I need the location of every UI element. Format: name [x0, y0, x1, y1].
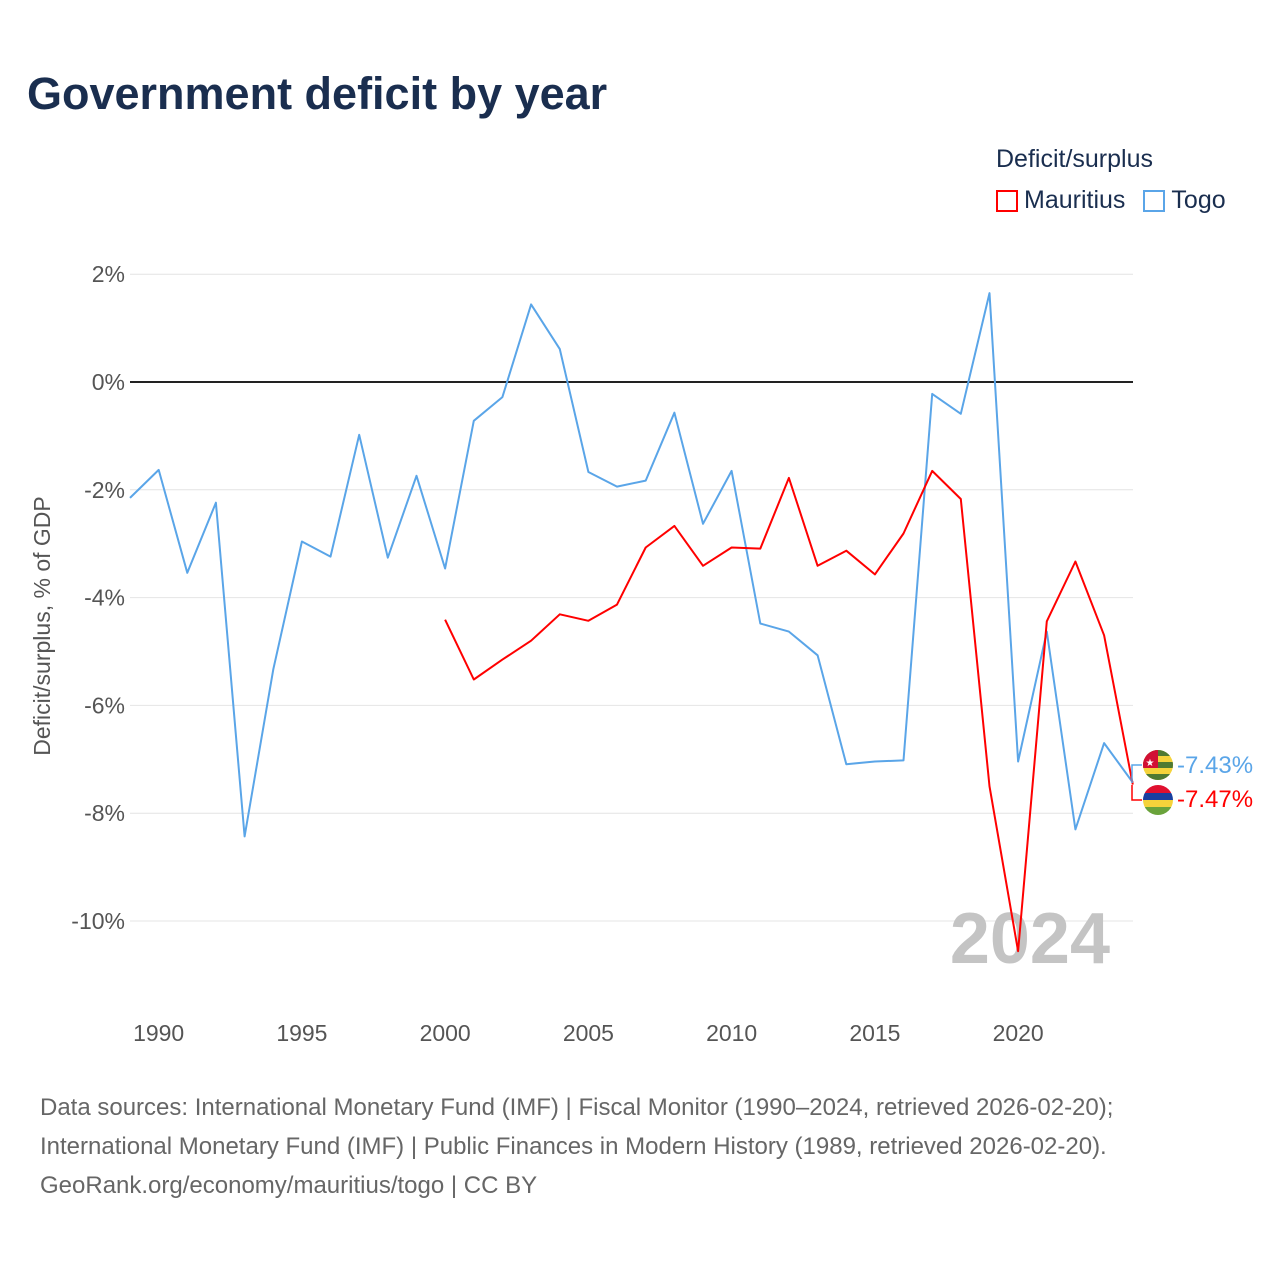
- y-tick-label: -8%: [84, 800, 125, 826]
- svg-text:★: ★: [1146, 758, 1155, 769]
- legend-item-togo[interactable]: Togo: [1143, 186, 1226, 215]
- legend-label: Togo: [1171, 186, 1226, 214]
- legend-item-mauritius[interactable]: Mauritius: [996, 186, 1125, 215]
- x-tick-label: 2000: [420, 1020, 471, 1046]
- legend: Mauritius Togo: [996, 186, 1226, 215]
- page-title: Government deficit by year: [27, 68, 608, 119]
- legend-swatch-mauritius: [996, 189, 1018, 212]
- flag-mauritius-icon: [1143, 785, 1173, 815]
- source-line: International Monetary Fund (IMF) | Publ…: [40, 1133, 1107, 1160]
- legend-title: Deficit/surplus: [996, 145, 1153, 173]
- y-tick-label: 2%: [92, 261, 125, 287]
- x-tick-label: 2005: [563, 1020, 614, 1046]
- y-tick-label: -6%: [84, 692, 125, 718]
- end-connector-mauritius: [1131, 785, 1142, 801]
- attribution-link[interactable]: GeoRank.org/economy/mauritius/togo | CC …: [40, 1172, 538, 1199]
- legend-label: Mauritius: [1024, 186, 1126, 214]
- x-tick-label: 1995: [276, 1020, 327, 1046]
- series-line-togo: [129, 292, 1134, 838]
- legend-swatch-togo: [1143, 189, 1166, 212]
- end-label-togo: -7.43%: [1177, 752, 1253, 779]
- y-axis-label: Deficit/surplus, % of GDP: [29, 496, 55, 755]
- end-connector-togo: [1131, 764, 1142, 783]
- footer: Data sources: International Monetary Fun…: [40, 1088, 1113, 1205]
- x-tick-label: 1990: [133, 1020, 184, 1046]
- flag-togo-icon: ★: [1143, 750, 1173, 780]
- year-watermark: 2024: [950, 899, 1110, 979]
- y-tick-label: -4%: [84, 585, 125, 611]
- source-line: Data sources: International Monetary Fun…: [40, 1094, 1114, 1121]
- x-tick-label: 2015: [849, 1020, 900, 1046]
- x-tick-label: 2010: [706, 1020, 757, 1046]
- y-tick-label: -10%: [71, 908, 125, 934]
- y-tick-label: 0%: [92, 369, 125, 395]
- end-label-mauritius: -7.47%: [1177, 786, 1253, 813]
- y-tick-label: -2%: [84, 477, 125, 503]
- x-tick-label: 2020: [993, 1020, 1044, 1046]
